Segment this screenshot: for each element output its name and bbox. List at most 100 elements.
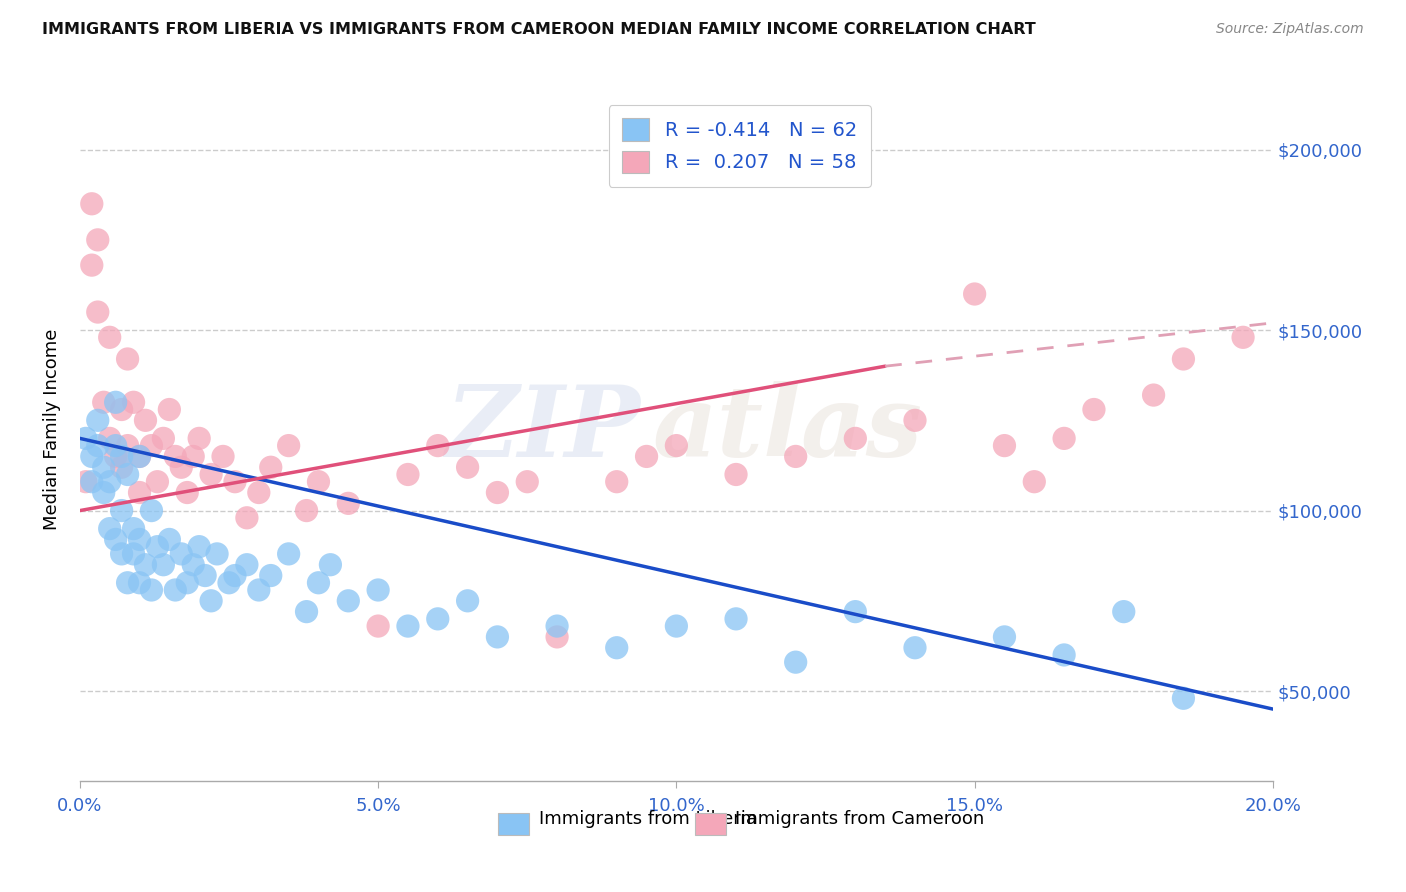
Point [152, 431, 174, 445]
Point [295, 503, 318, 517]
Point [141, 582, 163, 597]
Point [1024, 475, 1046, 489]
Point [200, 594, 222, 608]
Point [176, 485, 198, 500]
Point [111, 460, 134, 475]
Point [724, 612, 747, 626]
Point [117, 351, 139, 366]
Point [165, 450, 187, 464]
Point [117, 439, 139, 453]
Point [486, 485, 509, 500]
Text: ZIP: ZIP [446, 381, 641, 477]
Point [236, 558, 259, 572]
Point [212, 450, 235, 464]
Point [128, 533, 150, 547]
Point [224, 475, 246, 489]
Point [665, 439, 688, 453]
Legend: R = -0.414   N = 62, R =  0.207   N = 58: R = -0.414 N = 62, R = 0.207 N = 58 [609, 104, 870, 186]
Point [75, 475, 97, 489]
Point [117, 575, 139, 590]
Point [1173, 351, 1195, 366]
Point [1173, 691, 1195, 706]
Point [80, 450, 103, 464]
Point [295, 605, 318, 619]
Point [122, 522, 145, 536]
Point [141, 439, 163, 453]
Point [1083, 402, 1105, 417]
Point [457, 460, 479, 475]
Point [157, 533, 180, 547]
Y-axis label: Median Family Income: Median Family Income [44, 328, 60, 530]
Point [87, 305, 110, 319]
Point [236, 510, 259, 524]
Point [146, 540, 169, 554]
Point [122, 395, 145, 409]
Text: atlas: atlas [652, 381, 922, 477]
Point [904, 640, 927, 655]
Point [1053, 648, 1076, 662]
Point [724, 467, 747, 482]
Point [111, 547, 134, 561]
Point [367, 582, 389, 597]
Point [396, 619, 419, 633]
Point [98, 330, 121, 344]
Point [904, 413, 927, 427]
Point [993, 439, 1015, 453]
Point [122, 547, 145, 561]
Point [337, 496, 360, 510]
Point [128, 575, 150, 590]
Point [146, 475, 169, 489]
Point [75, 431, 97, 445]
Point [157, 402, 180, 417]
Point [98, 522, 121, 536]
Point [152, 558, 174, 572]
Point [426, 439, 449, 453]
Point [396, 467, 419, 482]
Point [98, 431, 121, 445]
Point [134, 413, 156, 427]
Point [170, 547, 193, 561]
Point [205, 547, 228, 561]
Point [260, 568, 283, 582]
Point [128, 450, 150, 464]
Point [319, 558, 342, 572]
Point [606, 475, 628, 489]
Point [1053, 431, 1076, 445]
Point [200, 467, 222, 482]
Point [176, 575, 198, 590]
Point [516, 475, 538, 489]
Point [165, 582, 187, 597]
Point [247, 485, 270, 500]
Point [80, 475, 103, 489]
Point [128, 450, 150, 464]
Point [963, 287, 986, 301]
Point [260, 460, 283, 475]
Point [93, 395, 115, 409]
Point [844, 605, 866, 619]
Point [457, 594, 479, 608]
Point [277, 439, 299, 453]
Text: Source: ZipAtlas.com: Source: ZipAtlas.com [1216, 22, 1364, 37]
Point [170, 460, 193, 475]
Point [104, 439, 127, 453]
Point [111, 450, 134, 464]
Point [277, 547, 299, 561]
Point [308, 475, 330, 489]
Text: IMMIGRANTS FROM LIBERIA VS IMMIGRANTS FROM CAMEROON MEDIAN FAMILY INCOME CORRELA: IMMIGRANTS FROM LIBERIA VS IMMIGRANTS FR… [42, 22, 1036, 37]
Point [134, 558, 156, 572]
Point [1142, 388, 1164, 402]
Point [224, 568, 246, 582]
Point [993, 630, 1015, 644]
Point [87, 413, 110, 427]
Point [188, 431, 211, 445]
Point [1112, 605, 1135, 619]
Point [247, 582, 270, 597]
Point [181, 558, 204, 572]
Point [104, 450, 127, 464]
Point [337, 594, 360, 608]
Point [1232, 330, 1254, 344]
Point [87, 439, 110, 453]
Point [128, 485, 150, 500]
Point [188, 540, 211, 554]
Point [785, 655, 807, 669]
